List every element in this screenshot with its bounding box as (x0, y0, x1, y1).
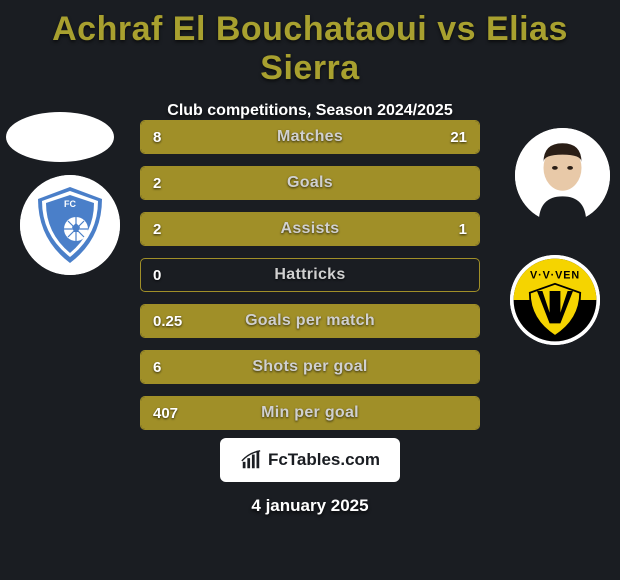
stat-row: Matches8 21 (140, 120, 480, 154)
stat-label: Min per goal (141, 397, 479, 429)
stat-label: Goals (141, 167, 479, 199)
stat-label: Shots per goal (141, 351, 479, 383)
player1-club-badge: FC (20, 175, 120, 275)
player2-avatar (515, 128, 610, 223)
stats-area: Matches821Goals2Assists21Hattricks0Goals… (140, 120, 480, 442)
vs-label: vs (437, 10, 476, 48)
stat-value-right: 1 (459, 213, 467, 245)
stat-label: Goals per match (141, 305, 479, 337)
stat-label: Assists (141, 213, 479, 245)
page-title: Achraf El Bouchataoui vs Elias Sierra (0, 10, 620, 88)
site-prefix: Fc (268, 450, 288, 469)
site-badge[interactable]: FcTables.com (220, 438, 400, 482)
stat-value-left: 2 (153, 213, 161, 245)
player1-name: Achraf El Bouchataoui (52, 10, 427, 48)
stat-row: Shots per goal6 (140, 350, 480, 384)
svg-text:V·V·VEN: V·V·VEN (530, 269, 580, 281)
stat-value-left: 0 (153, 259, 161, 291)
stat-row: Goals per match0.25 (140, 304, 480, 338)
site-suffix: Tables.com (288, 450, 380, 469)
player1-avatar (6, 112, 114, 162)
svg-text:FC: FC (64, 199, 76, 209)
stat-value-left: 6 (153, 351, 161, 383)
stat-value-left: 0.25 (153, 305, 182, 337)
stat-value-left: 2 (153, 167, 161, 199)
stat-label: Matches (141, 121, 479, 153)
player2-club-badge: V·V·VEN (510, 255, 600, 345)
comparison-card: Achraf El Bouchataoui vs Elias Sierra Cl… (0, 0, 620, 580)
stat-value-left: 8 (153, 121, 161, 153)
date-label: 4 january 2025 (0, 496, 620, 516)
stat-label: Hattricks (141, 259, 479, 291)
stat-row: Min per goal407 (140, 396, 480, 430)
stat-value-right: 21 (450, 121, 467, 153)
stat-row: Hattricks0 (140, 258, 480, 292)
stat-value-left: 407 (153, 397, 178, 429)
stat-row: Assists2 1 (140, 212, 480, 246)
site-name: FcTables.com (268, 450, 380, 470)
stat-row: Goals2 (140, 166, 480, 200)
chart-icon (240, 449, 262, 471)
